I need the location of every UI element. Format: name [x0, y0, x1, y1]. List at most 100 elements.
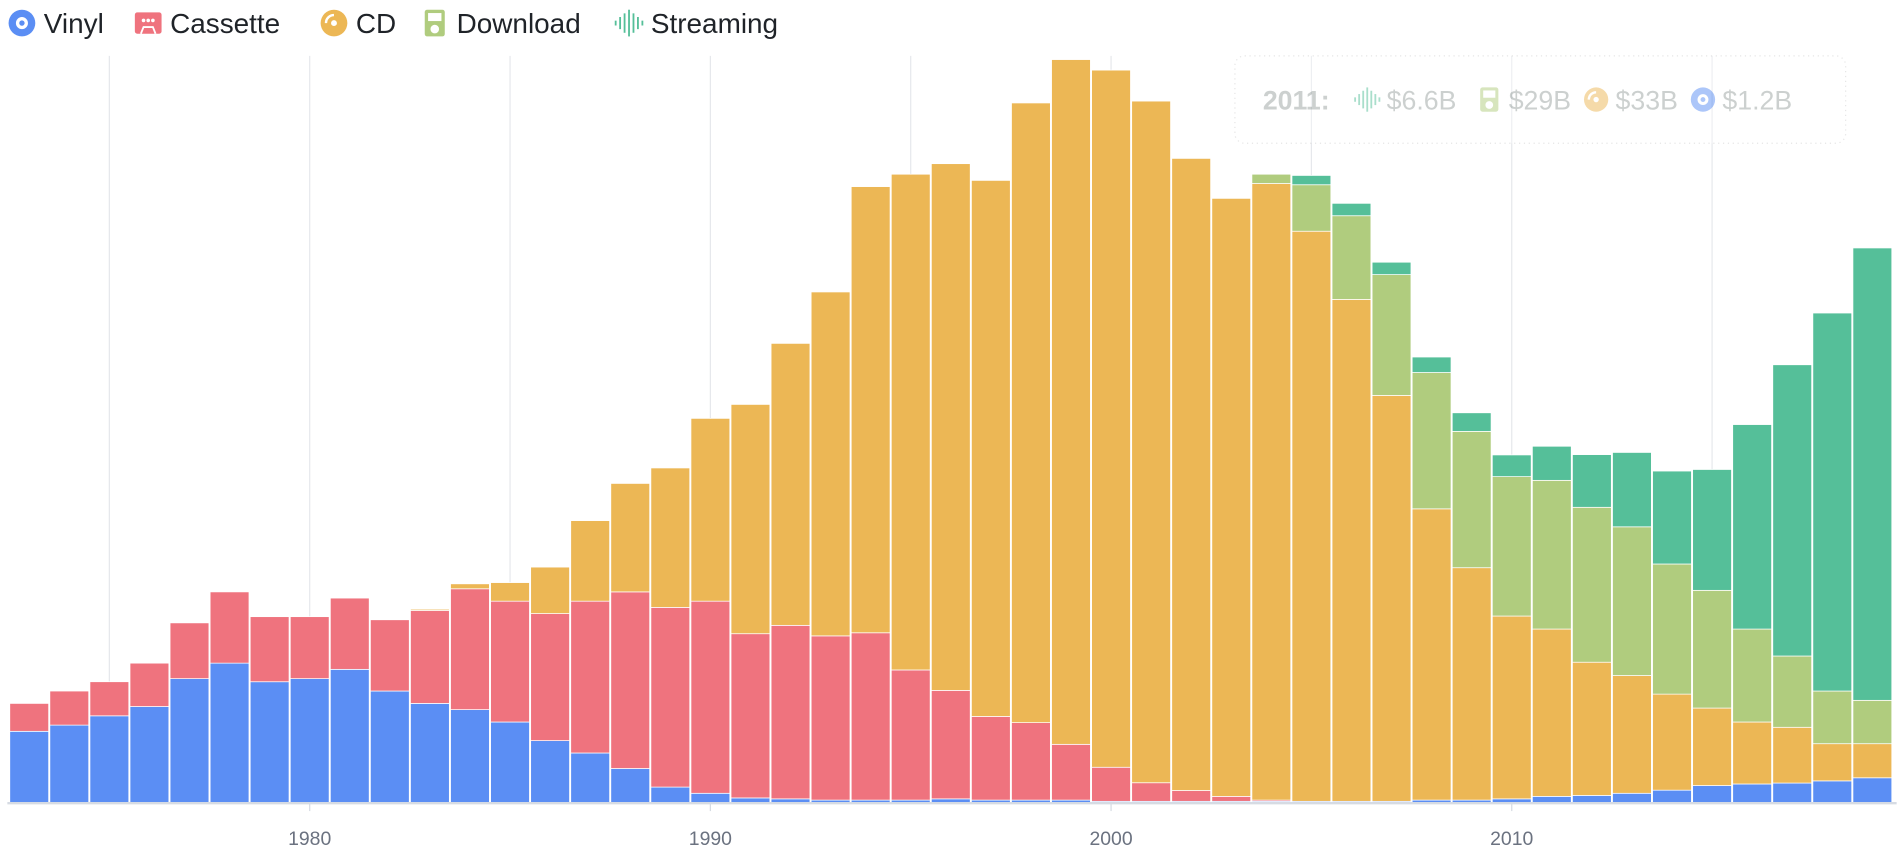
bar-cd-1996[interactable]: [930, 163, 971, 691]
bar-vinyl-1990[interactable]: [690, 792, 731, 803]
bar-cassette-1973[interactable]: [9, 703, 50, 732]
bar-download-2018[interactable]: [1812, 690, 1853, 745]
bar-streaming-2019[interactable]: [1852, 247, 1893, 701]
bar-download-2008[interactable]: [1411, 372, 1452, 510]
bar-cd-2018[interactable]: [1812, 743, 1853, 782]
bar-download-2015[interactable]: [1692, 589, 1732, 709]
bar-cassette-2001[interactable]: [1131, 782, 1171, 802]
bar-cassette-1976[interactable]: [129, 662, 170, 707]
bar-vinyl-1982[interactable]: [370, 690, 410, 803]
bar-vinyl-1986[interactable]: [530, 740, 570, 803]
bar-vinyl-1991[interactable]: [730, 797, 771, 803]
bar-cd-1988[interactable]: [610, 483, 651, 593]
bar-streaming-2008[interactable]: [1411, 356, 1452, 373]
bar-vinyl-2017[interactable]: [1772, 782, 1813, 803]
bar-cd-1990[interactable]: [690, 418, 731, 602]
bar-cd-2004[interactable]: [1251, 183, 1292, 801]
bar-vinyl-1975[interactable]: [89, 715, 130, 803]
bar-streaming-2011[interactable]: [1532, 445, 1572, 481]
bar-cd-1991[interactable]: [730, 404, 771, 635]
bar-streaming-2012[interactable]: [1572, 454, 1612, 508]
bar-download-2007[interactable]: [1371, 274, 1412, 396]
bar-streaming-2016[interactable]: [1732, 424, 1772, 630]
legend-item-cd[interactable]: CD: [320, 8, 397, 39]
bar-download-2012[interactable]: [1572, 506, 1612, 663]
bar-streaming-2006[interactable]: [1331, 202, 1372, 217]
bar-cassette-1997[interactable]: [971, 716, 1011, 801]
bar-vinyl-2014[interactable]: [1652, 789, 1692, 803]
bar-vinyl-1984[interactable]: [450, 709, 490, 803]
bar-cd-2014[interactable]: [1652, 693, 1692, 791]
bar-cd-1986[interactable]: [530, 566, 570, 614]
bar-streaming-2018[interactable]: [1812, 312, 1853, 692]
bar-cassette-1990[interactable]: [690, 600, 731, 794]
bar-cd-1987[interactable]: [570, 520, 610, 602]
legend-item-vinyl[interactable]: Vinyl: [8, 8, 104, 39]
bar-cassette-1987[interactable]: [570, 600, 610, 754]
bar-vinyl-2015[interactable]: [1692, 785, 1732, 803]
bar-cd-1985[interactable]: [490, 582, 530, 602]
bar-vinyl-1974[interactable]: [49, 724, 90, 803]
bar-download-2017[interactable]: [1772, 655, 1813, 728]
bar-cd-2012[interactable]: [1572, 661, 1612, 796]
bar-cassette-1975[interactable]: [89, 681, 130, 717]
bar-cd-1998[interactable]: [1011, 102, 1051, 724]
bar-vinyl-1980[interactable]: [289, 678, 330, 803]
bar-cd-2005[interactable]: [1291, 230, 1332, 802]
bar-cd-1983[interactable]: [410, 608, 450, 611]
bar-vinyl-2011[interactable]: [1532, 796, 1572, 803]
bar-cassette-2003[interactable]: [1211, 796, 1252, 802]
bar-download-2010[interactable]: [1491, 476, 1532, 617]
bar-vinyl-2012[interactable]: [1572, 795, 1612, 803]
bar-cassette-1998[interactable]: [1011, 722, 1051, 801]
bar-vinyl-1981[interactable]: [329, 668, 370, 803]
bar-cd-2002[interactable]: [1171, 158, 1211, 791]
bar-vinyl-1976[interactable]: [129, 706, 170, 803]
bar-streaming-2013[interactable]: [1612, 452, 1652, 528]
bar-cassette-1995[interactable]: [890, 669, 931, 801]
bar-cd-1989[interactable]: [650, 467, 691, 608]
bar-vinyl-1989[interactable]: [650, 786, 691, 803]
bar-cassette-1982[interactable]: [370, 619, 410, 692]
bar-streaming-2005[interactable]: [1291, 175, 1332, 186]
bar-cassette-1983[interactable]: [410, 610, 450, 704]
bar-vinyl-2018[interactable]: [1812, 780, 1853, 803]
bar-download-2013[interactable]: [1612, 526, 1652, 676]
bar-cd-1997[interactable]: [971, 180, 1011, 717]
bar-cd-1993[interactable]: [810, 291, 851, 637]
bar-vinyl-1985[interactable]: [490, 721, 530, 803]
bar-cd-2011[interactable]: [1532, 628, 1572, 797]
bar-streaming-2014[interactable]: [1652, 470, 1692, 565]
bar-cd-1999[interactable]: [1051, 59, 1091, 745]
bar-vinyl-1983[interactable]: [410, 703, 450, 803]
bar-streaming-2009[interactable]: [1451, 412, 1492, 432]
legend-item-cassette[interactable]: Cassette: [134, 8, 280, 39]
bar-streaming-2010[interactable]: [1491, 454, 1532, 477]
bar-vinyl-1973[interactable]: [9, 730, 50, 803]
bar-cassette-1977[interactable]: [169, 622, 210, 680]
bar-vinyl-1979[interactable]: [249, 681, 290, 803]
bar-download-2011[interactable]: [1532, 479, 1572, 630]
bar-vinyl-1978[interactable]: [209, 662, 250, 803]
bar-cd-2003[interactable]: [1211, 198, 1252, 797]
bar-cd-2016[interactable]: [1732, 721, 1772, 785]
bar-cassette-1985[interactable]: [490, 600, 530, 723]
bar-download-2014[interactable]: [1652, 563, 1692, 695]
bar-cassette-1986[interactable]: [530, 613, 570, 741]
bar-download-2004[interactable]: [1251, 173, 1292, 184]
bar-cassette-1981[interactable]: [329, 597, 370, 670]
bar-cassette-1974[interactable]: [49, 690, 90, 726]
bar-vinyl-2013[interactable]: [1612, 792, 1652, 803]
bar-cd-2007[interactable]: [1371, 395, 1412, 802]
bar-cd-2015[interactable]: [1692, 707, 1732, 786]
bar-cassette-1994[interactable]: [850, 632, 891, 801]
bar-cassette-1993[interactable]: [810, 635, 851, 801]
bar-cd-1995[interactable]: [890, 173, 931, 671]
bar-streaming-2007[interactable]: [1371, 261, 1412, 275]
bar-cd-1994[interactable]: [850, 186, 891, 634]
bar-cd-2019[interactable]: [1852, 743, 1893, 779]
bar-cd-1992[interactable]: [770, 343, 811, 626]
bar-cassette-2000[interactable]: [1091, 766, 1131, 802]
bar-cd-2009[interactable]: [1451, 567, 1492, 801]
bar-streaming-2017[interactable]: [1772, 364, 1813, 657]
